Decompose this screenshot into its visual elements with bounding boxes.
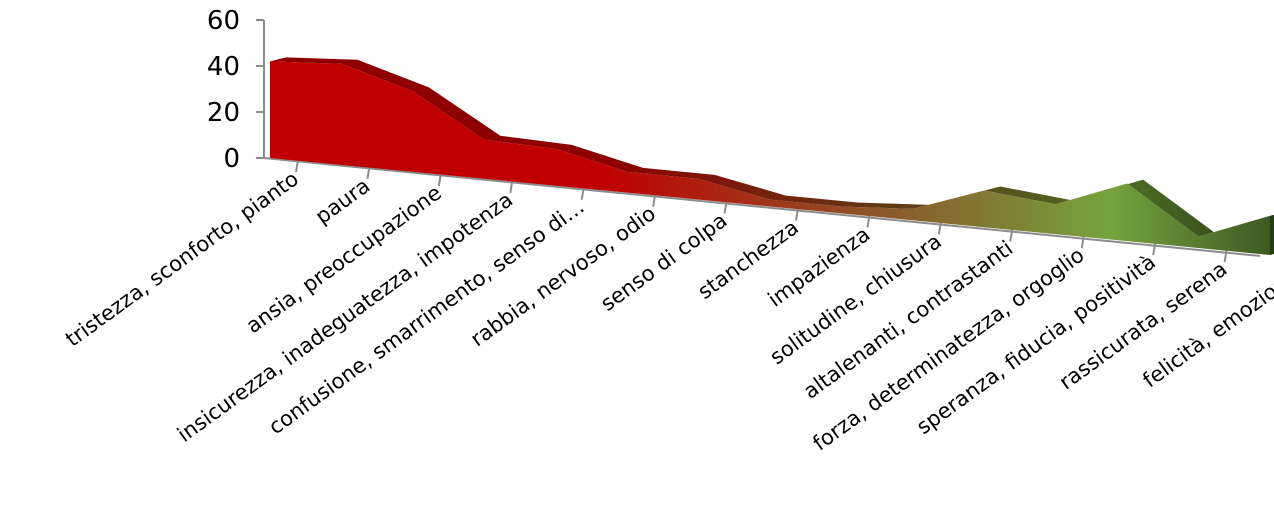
x-tick-mark: [509, 180, 514, 193]
area-series: [270, 57, 1274, 256]
y-tick-label: 20: [207, 98, 240, 128]
x-tick-mark: [1080, 236, 1085, 249]
y-axis: [256, 19, 265, 159]
x-tick-mark: [795, 208, 799, 221]
x-tick-label: paura: [311, 174, 374, 229]
x-axis-line: [263, 157, 1261, 257]
y-tick-labels: 60 40 20 0: [207, 6, 240, 174]
x-tick-mark: [652, 194, 657, 207]
x-tick-label: confusione, smarrimento, senso di…: [264, 194, 588, 439]
area-front-face: [270, 61, 1270, 256]
x-tick-mark: [723, 201, 728, 214]
y-tick-label: 40: [207, 52, 240, 82]
area-top-surface: [270, 57, 1274, 237]
x-tick-mark: [295, 159, 299, 173]
x-tick-mark: [937, 222, 942, 235]
x-tick-mark: [866, 215, 871, 228]
x-tick-mark: [1152, 242, 1157, 256]
x-axis: [263, 157, 1261, 263]
x-tick-mark: [366, 166, 371, 180]
y-tick-label: 60: [207, 6, 240, 36]
x-tick-mark: [437, 173, 442, 187]
x-tick-mark: [1009, 229, 1014, 242]
x-tick-mark: [580, 187, 585, 200]
y-tick-label: 0: [223, 144, 240, 174]
area-end-cap: [1270, 214, 1274, 255]
x-tick-mark: [1223, 249, 1228, 263]
